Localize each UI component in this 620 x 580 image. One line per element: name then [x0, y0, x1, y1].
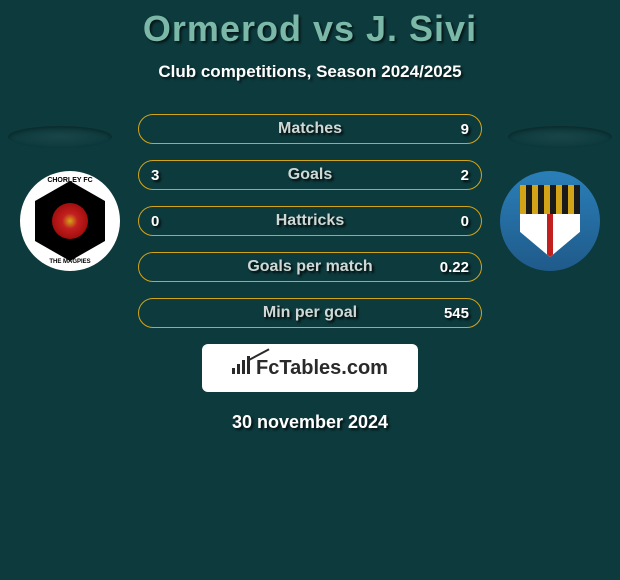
stat-right-value: 545 [444, 305, 469, 322]
stat-right-value: 0.22 [440, 259, 469, 276]
stat-label: Min per goal [263, 304, 357, 322]
stat-row: Min per goal 545 [138, 298, 482, 328]
stat-right-value: 0 [461, 213, 469, 230]
stat-label: Goals per match [247, 258, 372, 276]
stat-label: Hattricks [276, 212, 344, 230]
stat-row: 0 Hattricks 0 [138, 206, 482, 236]
logo-text: FcTables.com [256, 357, 388, 380]
stat-right-value: 9 [461, 121, 469, 138]
chart-bars-icon [232, 356, 250, 374]
shield-cross [520, 214, 580, 257]
crest-left-shield [35, 181, 105, 261]
logo: FcTables.com [232, 356, 388, 380]
stat-row: Matches 9 [138, 114, 482, 144]
logo-box: FcTables.com [202, 344, 418, 392]
shadow-left [8, 126, 112, 148]
crest-right-shield [520, 185, 580, 257]
shield-stripes [520, 185, 580, 214]
rose-icon [52, 203, 88, 239]
subtitle: Club competitions, Season 2024/2025 [0, 62, 620, 82]
stat-label: Matches [278, 120, 342, 138]
shadow-right [508, 126, 612, 148]
stat-left-value: 3 [151, 167, 159, 184]
stats-table: Matches 9 3 Goals 2 0 Hattricks 0 Goals … [138, 114, 482, 328]
stat-row: Goals per match 0.22 [138, 252, 482, 282]
page-title: Ormerod vs J. Sivi [0, 0, 620, 50]
stat-label: Goals [288, 166, 332, 184]
crest-left-bottom-text: THE MAGPIES [49, 259, 90, 265]
stat-right-value: 2 [461, 167, 469, 184]
stat-left-value: 0 [151, 213, 159, 230]
stat-row: 3 Goals 2 [138, 160, 482, 190]
team-crest-right [500, 171, 600, 271]
date-text: 30 november 2024 [0, 412, 620, 433]
team-crest-left: CHORLEY FC THE MAGPIES [20, 171, 120, 271]
